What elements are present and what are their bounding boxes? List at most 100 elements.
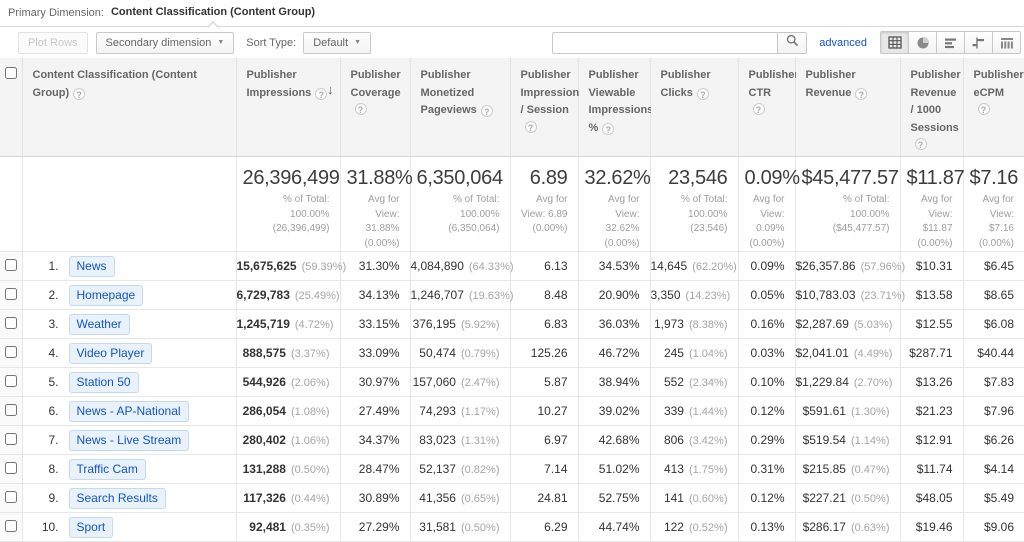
summary-cell-imps_session: 6.89 Avg for View: 6.89 (0.00%)	[509, 156, 578, 253]
metric-value: 117,326	[243, 491, 286, 506]
column-header-coverage[interactable]: Publisher Coverage?	[339, 58, 410, 158]
column-header-ecpm[interactable]: Publisher eCPM?	[962, 58, 1024, 158]
content-group-link[interactable]: News - Live Stream	[68, 429, 190, 451]
help-icon[interactable]: ?	[855, 87, 868, 100]
metric-cell-ecpm: $4.14	[962, 454, 1024, 485]
search-input[interactable]	[552, 31, 778, 54]
content-group-link[interactable]: Station 50	[68, 371, 139, 393]
column-header-imps_session[interactable]: Publisher Impressions / Session?	[509, 58, 585, 158]
select-all-checkbox[interactable]	[5, 67, 17, 79]
help-icon[interactable]: ?	[354, 103, 367, 116]
metric-value: 1,246,707	[410, 288, 464, 303]
sort-type-dropdown[interactable]: Default ▼	[303, 31, 371, 54]
metric-percent-of-total: (5.92%)	[460, 319, 500, 332]
metric-value: 50,474	[419, 346, 456, 361]
content-group-link[interactable]: Search Results	[68, 487, 166, 509]
help-icon[interactable]: ?	[696, 87, 709, 100]
metric-cell-imps_session: 6.83	[509, 309, 578, 340]
column-header-label: Publisher CTR	[748, 69, 799, 99]
column-header-impressions[interactable]: Publisher Impressions? ↓	[235, 58, 340, 158]
row-rank: 5.	[48, 374, 59, 389]
secondary-dimension-dropdown[interactable]: Secondary dimension ▼	[95, 31, 235, 54]
metric-cell-ecpm: $7.96	[962, 396, 1024, 427]
column-header-monetized[interactable]: Publisher Monetized Pageviews?	[409, 58, 510, 158]
metric-cell-ctr: 0.10%	[737, 367, 795, 398]
metric-value: $7.96	[983, 404, 1014, 419]
sort-type-label: Sort Type:	[246, 36, 297, 49]
plot-rows-button[interactable]: Plot Rows	[18, 31, 88, 54]
advanced-search-link[interactable]: advanced	[819, 36, 867, 49]
row-checkbox[interactable]	[4, 461, 17, 474]
content-group-link[interactable]: News	[68, 255, 115, 277]
content-group-link[interactable]: Video Player	[68, 342, 153, 364]
metric-percent-of-total: (1.31%)	[460, 435, 500, 448]
search-button[interactable]	[777, 31, 808, 54]
help-icon[interactable]: ?	[977, 103, 990, 116]
table-row: 8. Traffic Cam 131,288 (0.50%) 28.47% 52,137 (…	[0, 454, 1024, 485]
column-header-viewable[interactable]: Publisher Viewable Impressions %?	[577, 58, 653, 158]
primary-dimension-tab-content-classification[interactable]: Content Classification (Content Group)	[111, 6, 315, 33]
summary-cell-ctr: 0.09% Avg for View: 0.09% (0.00%)	[737, 156, 800, 253]
row-checkbox[interactable]	[4, 519, 17, 532]
metric-cell-viewable: 44.74%	[577, 512, 650, 542]
content-group-link[interactable]: Sport	[68, 516, 114, 538]
metric-cell-clicks: 1,973 (8.38%)	[649, 309, 738, 340]
metric-value: $12.91	[915, 433, 953, 448]
select-all-cell	[0, 58, 22, 158]
performance-view-button[interactable]	[936, 31, 965, 54]
metric-value: 0.12%	[750, 404, 785, 419]
metric-value: $9.06	[983, 520, 1014, 535]
chevron-down-icon: ▼	[354, 39, 361, 46]
help-icon[interactable]: ?	[524, 120, 537, 133]
row-checkbox[interactable]	[4, 316, 17, 329]
row-checkbox[interactable]	[4, 374, 17, 387]
content-group-link[interactable]: News - AP-National	[68, 400, 189, 422]
column-header-ctr[interactable]: Publisher CTR?	[737, 58, 799, 158]
metric-cell-viewable: 39.02%	[577, 396, 650, 427]
content-group-link[interactable]: Weather	[68, 313, 130, 335]
row-checkbox[interactable]	[4, 287, 17, 300]
row-checkbox[interactable]	[4, 258, 17, 271]
metric-value: $2,041.01	[795, 346, 849, 361]
metric-percent-of-total: (59.39%)	[301, 261, 347, 274]
help-icon[interactable]: ?	[315, 87, 328, 100]
help-icon[interactable]: ?	[480, 105, 493, 118]
metric-value: $8.65	[983, 288, 1014, 303]
help-icon[interactable]: ?	[602, 122, 615, 135]
row-checkbox[interactable]	[4, 490, 17, 503]
column-header-rev_1000[interactable]: Publisher Revenue / 1000 Sessions?	[899, 58, 963, 158]
metric-value: 36.03%	[598, 317, 640, 332]
column-header-label: Publisher Revenue	[805, 69, 856, 99]
metric-value: 39.02%	[598, 404, 640, 419]
metric-cell-ctr: 0.29%	[737, 425, 795, 456]
metric-value: 42.68%	[598, 433, 640, 448]
summary-value: $11.87	[906, 167, 965, 190]
column-header-clicks[interactable]: Publisher Clicks?	[649, 58, 738, 158]
pivot-view-button[interactable]	[992, 31, 1021, 54]
metric-value: 125.26	[530, 346, 568, 361]
content-group-link[interactable]: Homepage	[68, 284, 144, 306]
metric-cell-viewable: 51.02%	[577, 454, 650, 485]
column-header-revenue[interactable]: Publisher Revenue?	[794, 58, 900, 158]
summary-cell-impressions: 26,396,499 % of Total: 100.00% (26,396,49…	[235, 156, 340, 253]
help-icon[interactable]: ?	[914, 138, 927, 151]
metric-percent-of-total: (8.38%)	[688, 319, 728, 332]
row-rank: 6.	[48, 403, 59, 418]
table-view-button[interactable]	[880, 31, 909, 54]
row-checkbox[interactable]	[4, 345, 17, 358]
metric-cell-clicks: 14,645 (62.20%)	[649, 251, 738, 282]
row-checkbox[interactable]	[4, 432, 17, 445]
metric-cell-revenue: $519.54 (1.14%)	[794, 425, 900, 456]
help-icon[interactable]: ?	[73, 87, 86, 100]
content-group-link[interactable]: Traffic Cam	[68, 458, 146, 480]
percentage-view-button[interactable]	[908, 31, 937, 54]
column-header-content[interactable]: Content Classification (Content Group)?	[21, 58, 236, 158]
metric-cell-ecpm: $6.26	[962, 425, 1024, 456]
row-checkbox[interactable]	[4, 403, 17, 416]
metric-cell-revenue: $2,041.01 (4.49%)	[794, 338, 900, 369]
help-icon[interactable]: ?	[752, 103, 765, 116]
metric-cell-monetized: 83,023 (1.31%)	[409, 425, 510, 456]
summary-cell-ecpm: $7.16 Avg for View: $7.16 (0.00%)	[962, 156, 1024, 253]
comparison-view-button[interactable]	[964, 31, 993, 54]
metric-cell-viewable: 36.03%	[577, 309, 650, 340]
